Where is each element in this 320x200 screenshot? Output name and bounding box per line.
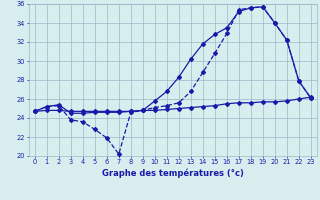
X-axis label: Graphe des températures (°c): Graphe des températures (°c) [102, 168, 244, 178]
